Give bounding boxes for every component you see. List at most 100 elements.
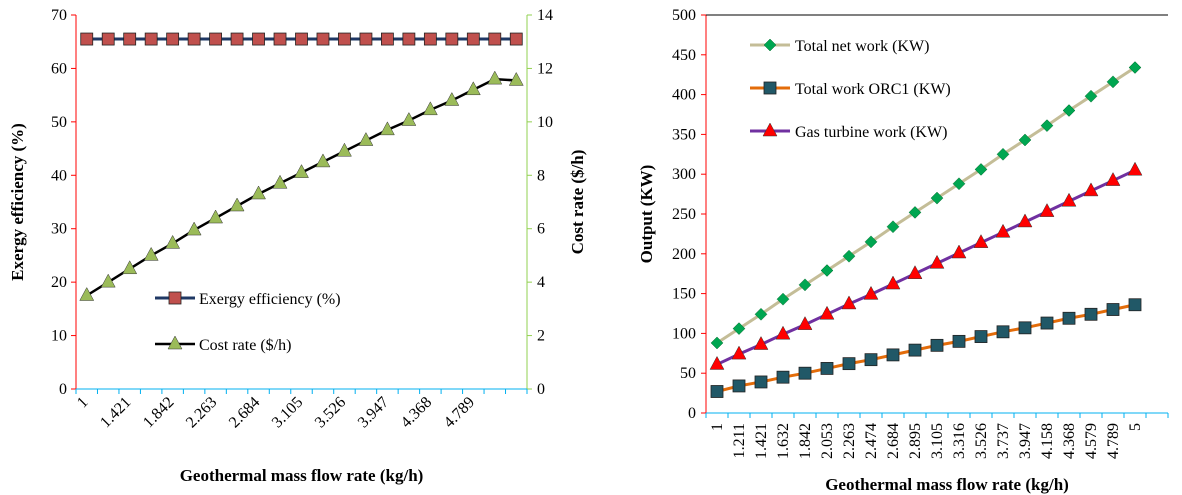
y-tick-label: 350 (672, 126, 696, 143)
data-point (886, 348, 900, 362)
right-y-tick-label: 6 (537, 221, 545, 238)
data-point (710, 385, 724, 398)
data-point (886, 220, 900, 234)
data-point (864, 353, 878, 367)
data-point (294, 164, 309, 178)
data-point (1018, 133, 1032, 147)
y-tick-label: 500 (672, 7, 696, 24)
data-point (820, 362, 834, 375)
right-y-tick-label: 12 (537, 60, 553, 77)
x-tick-label: 2.053 (819, 423, 836, 459)
x-axis-title: Geothermal mass flow rate (kg/h) (825, 475, 1069, 494)
y-tick-label: 200 (672, 246, 696, 263)
x-tick-label: 3.947 (355, 394, 392, 431)
x-tick-label: 3.105 (929, 423, 946, 459)
y-axis-title: Output (KW) (637, 165, 656, 264)
data-point (885, 275, 901, 290)
data-point (776, 292, 790, 306)
data-point (509, 32, 523, 46)
data-point (996, 147, 1010, 161)
x-tick-label: 1.842 (797, 423, 814, 459)
data-point (1084, 307, 1098, 321)
data-point (508, 71, 524, 86)
x-tick-label: 1 (74, 394, 92, 412)
data-point (1017, 213, 1033, 228)
data-point (731, 345, 747, 360)
data-point (753, 336, 769, 350)
x-tick-label: 3.526 (973, 423, 990, 459)
data-point (487, 70, 503, 85)
legend-swatch-marker (167, 335, 183, 350)
y-tick-label: 250 (672, 206, 696, 223)
x-tick-label: 1.842 (140, 394, 177, 431)
data-point (908, 206, 922, 219)
data-point (973, 234, 989, 248)
data-point (230, 32, 244, 46)
right-y-tick-label: 2 (537, 328, 545, 345)
left-y-tick-label: 70 (51, 7, 67, 24)
data-point (358, 132, 374, 146)
data-point (123, 32, 137, 46)
x-tick-label: 4.368 (1061, 423, 1078, 459)
data-point (122, 260, 138, 275)
x-tick-label: 1 (709, 423, 726, 431)
x-tick-label: 3.316 (951, 423, 968, 459)
data-point (864, 235, 878, 249)
data-point (820, 264, 834, 277)
left-y-tick-label: 20 (51, 274, 67, 291)
x-tick-label: 1.211 (731, 423, 748, 458)
data-point (1106, 303, 1120, 316)
data-point (316, 32, 330, 46)
legend-swatch-marker (762, 122, 778, 137)
data-point (841, 295, 857, 310)
data-point (187, 32, 201, 46)
data-point (842, 357, 856, 371)
data-point (166, 32, 180, 46)
data-point (974, 163, 988, 176)
left-y-axis-title: Exergy efficiency (%) (8, 123, 27, 281)
data-point (488, 32, 502, 46)
data-point (186, 221, 202, 236)
data-point (1040, 316, 1054, 330)
data-point (79, 286, 95, 301)
x-tick-label: 1.421 (753, 423, 770, 459)
legend-label: Gas turbine work (KW) (795, 124, 947, 141)
x-tick-label: 3.105 (269, 394, 306, 431)
data-point (252, 32, 265, 46)
x-tick-label: 3.737 (995, 423, 1012, 459)
data-point (100, 273, 116, 288)
x-tick-label: 2.263 (183, 394, 220, 431)
data-point (798, 366, 812, 380)
data-point (775, 325, 791, 340)
data-point (1084, 89, 1098, 103)
data-point (842, 249, 856, 263)
x-tick-label: 4.789 (441, 394, 478, 431)
data-point (466, 32, 480, 46)
x-axis-title: Geothermal mass flow rate (kg/h) (180, 466, 424, 485)
x-tick-label: 4.789 (1105, 423, 1122, 459)
data-point (379, 121, 395, 136)
data-point (143, 246, 159, 261)
data-point (273, 32, 287, 46)
data-point (101, 32, 115, 46)
data-point (1128, 298, 1142, 312)
data-point (908, 343, 922, 357)
data-point (1018, 321, 1032, 335)
data-point (144, 32, 158, 46)
y-tick-label: 0 (688, 405, 696, 422)
data-point (359, 32, 373, 46)
data-point (422, 101, 438, 116)
data-point (995, 223, 1011, 238)
chart-left: 0 10 20 30 40 50 60 70 0 2 4 6 8 10 12 14 1 1.421 1.842 2.2… (8, 7, 587, 485)
data-point (229, 197, 245, 212)
data-point (165, 234, 181, 249)
legend-label: Exergy efficiency (%) (199, 291, 341, 308)
left-y-tick-label: 50 (51, 114, 67, 131)
data-point (423, 32, 437, 46)
data-point (907, 265, 923, 279)
legend-label: Total net work (KW) (795, 38, 929, 55)
data-point (315, 153, 331, 168)
x-tick-label: 2.263 (841, 423, 858, 459)
data-point (402, 32, 416, 46)
data-point (445, 32, 459, 46)
